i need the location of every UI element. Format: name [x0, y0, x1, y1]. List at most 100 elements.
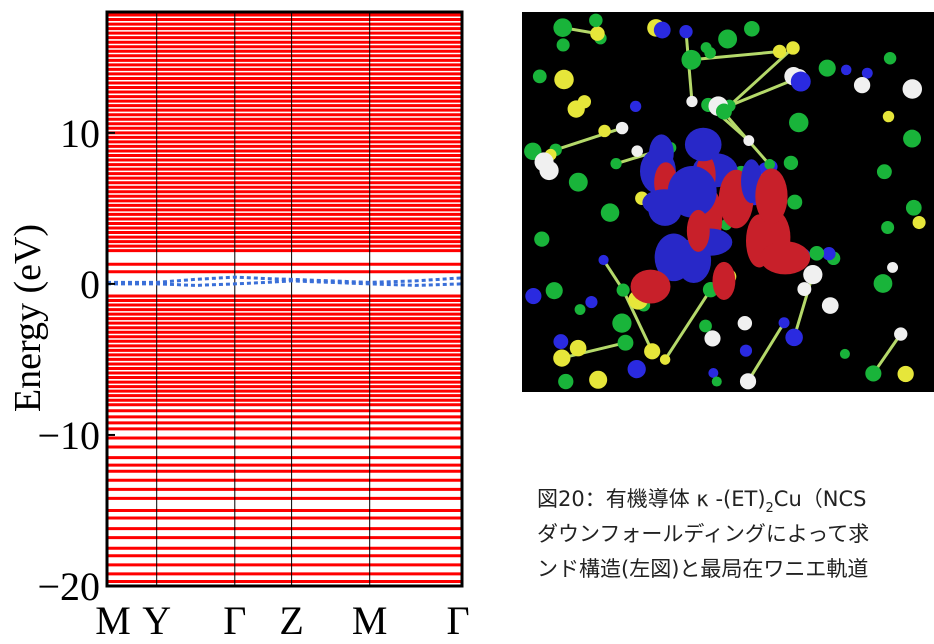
atom: [558, 373, 574, 390]
x-tick-label: Y: [142, 598, 171, 643]
atom: [887, 261, 899, 273]
atom: [744, 21, 760, 37]
atom: [704, 330, 721, 347]
caption-line: 図20：有機導体 κ -(ET)2Cu（NCS: [537, 487, 866, 516]
atom: [743, 135, 755, 147]
y-tick-label: −10: [37, 413, 100, 458]
orbital-lobe: [649, 134, 674, 172]
atom: [718, 29, 738, 49]
atom: [787, 194, 803, 210]
atom: [764, 159, 775, 170]
atom: [699, 319, 712, 333]
bond: [561, 341, 626, 360]
orbital-lobe: [630, 269, 671, 304]
orbital-lobe: [686, 209, 710, 252]
atom: [790, 71, 811, 92]
y-axis-label: Energy (eV): [7, 224, 49, 412]
atom: [708, 367, 719, 378]
atom: [589, 13, 603, 28]
atom: [610, 158, 622, 170]
atom: [818, 59, 836, 77]
atom: [629, 100, 642, 113]
orbital-lobe: [755, 168, 788, 225]
atom: [905, 199, 922, 216]
orbital-lobe: [667, 165, 717, 218]
atom: [600, 203, 620, 222]
atom: [821, 297, 839, 314]
bond: [555, 126, 623, 152]
atom: [525, 287, 542, 305]
atom: [554, 69, 574, 90]
atom: [778, 317, 790, 329]
atom: [739, 344, 753, 357]
atom: [589, 370, 608, 389]
atom: [545, 282, 563, 300]
caption-sub: 2: [766, 501, 774, 516]
bond: [691, 50, 780, 62]
atom: [644, 343, 661, 360]
orbital-lobe: [684, 127, 722, 162]
atom: [574, 304, 586, 315]
bands: [107, 13, 462, 583]
atom: [822, 247, 836, 261]
atom: [783, 155, 799, 171]
x-tick-label: M: [352, 598, 388, 643]
atom: [803, 265, 823, 285]
atom: [553, 334, 569, 350]
atom: [577, 95, 592, 109]
atom: [894, 327, 908, 341]
atom: [631, 145, 643, 157]
atom: [659, 354, 671, 365]
atom: [737, 316, 753, 331]
atom: [612, 313, 632, 333]
atom: [653, 21, 671, 39]
atom: [772, 44, 787, 59]
atom: [627, 359, 646, 379]
atom: [686, 95, 698, 108]
atom: [615, 121, 629, 135]
atom: [876, 164, 892, 180]
atom: [569, 339, 587, 357]
atom: [809, 245, 825, 261]
orbital-lobe: [654, 233, 693, 282]
atom: [681, 49, 702, 70]
orbital-lobe: [712, 261, 736, 300]
atom: [840, 64, 852, 76]
atom: [897, 365, 914, 383]
atom: [616, 283, 630, 297]
atom: [797, 282, 812, 297]
caption-line: ダウンフォールディングによって求: [537, 522, 869, 546]
bond: [746, 321, 786, 383]
atom: [903, 129, 922, 148]
atom: [598, 254, 609, 266]
atom: [789, 112, 809, 133]
bond: [663, 288, 712, 361]
atom: [532, 69, 547, 84]
atom: [883, 52, 897, 65]
atom: [865, 365, 882, 382]
atom: [839, 348, 850, 359]
bond: [621, 289, 654, 352]
atom: [912, 216, 926, 230]
atom: [881, 220, 895, 234]
atom: [553, 349, 571, 367]
atom: [711, 376, 722, 387]
orbital-lobe: [760, 241, 811, 275]
atom: [785, 328, 803, 347]
atom: [590, 26, 605, 41]
atom: [739, 373, 757, 390]
atom: [700, 42, 712, 53]
y-tick-label: 0: [80, 262, 100, 307]
atom: [861, 67, 873, 79]
plot-frame: [105, 10, 464, 588]
atom: [882, 110, 895, 123]
y-tick-label: −20: [37, 564, 100, 609]
caption-text: 図20：有機導体 κ -(ET): [537, 487, 766, 511]
caption-text: Cu（NCS: [774, 487, 867, 511]
caption-line: ンド構造(左図)と最局在ワニエ軌道: [537, 557, 868, 581]
atom: [873, 274, 893, 293]
atom: [585, 296, 598, 309]
atom: [617, 334, 634, 351]
atom: [902, 79, 923, 99]
